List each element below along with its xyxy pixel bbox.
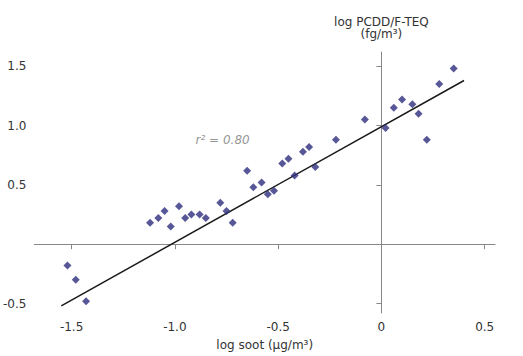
svg-text:log PCDD/F-TEQ: log PCDD/F-TEQ xyxy=(334,15,429,29)
svg-text:-1.0: -1.0 xyxy=(163,320,186,334)
svg-text:1.0: 1.0 xyxy=(7,119,26,133)
svg-text:-1.5: -1.5 xyxy=(60,320,83,334)
svg-text:0.5: 0.5 xyxy=(7,178,26,192)
svg-text:1.5: 1.5 xyxy=(7,59,26,73)
svg-text:-0.5: -0.5 xyxy=(266,320,289,334)
svg-text:0.5: 0.5 xyxy=(475,320,494,334)
svg-text:-0.5: -0.5 xyxy=(3,297,26,311)
svg-text:log soot (μg/m³): log soot (μg/m³) xyxy=(216,338,313,352)
svg-text:r² = 0.80: r² = 0.80 xyxy=(196,133,251,147)
svg-text:(fg/m³): (fg/m³) xyxy=(361,27,403,41)
svg-text:0: 0 xyxy=(378,320,386,334)
